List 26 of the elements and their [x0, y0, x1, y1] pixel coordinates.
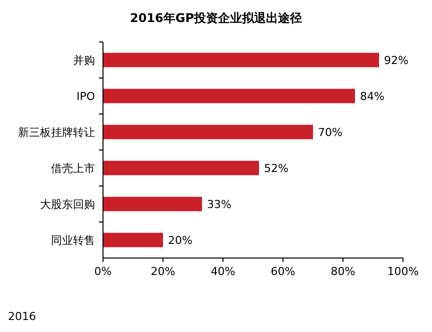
x-tick-label: 40% [210, 265, 236, 278]
bar [103, 160, 259, 176]
y-tick-label: 并购 [73, 54, 95, 67]
x-tick-label: 60% [270, 265, 296, 278]
data-label: 84% [360, 90, 384, 103]
x-tick-label: 100% [387, 265, 419, 278]
bar [103, 52, 379, 68]
y-tick-label: 新三板挂牌转让 [18, 126, 95, 139]
data-label: 33% [207, 198, 232, 211]
x-tick-label: 80% [330, 265, 356, 278]
data-label: 52% [264, 162, 288, 175]
bar [103, 88, 355, 104]
y-tick-label: 借壳上市 [51, 162, 95, 175]
y-tick-label: IPO [76, 90, 96, 103]
data-label: 70% [318, 126, 342, 139]
y-tick-label: 大股东回购 [40, 198, 95, 211]
y-tick-label: 同业转售 [51, 234, 95, 247]
bar [103, 196, 202, 212]
x-tick-label: 20% [150, 265, 176, 278]
data-label: 92% [384, 54, 408, 67]
bar [103, 124, 313, 140]
text: 2016 [8, 310, 36, 323]
data-label: 20% [168, 234, 192, 247]
x-tick-label: 0% [94, 265, 112, 278]
bar [103, 232, 163, 248]
chart-title: 2016年GP投资企业拟退出途径 [130, 11, 302, 25]
